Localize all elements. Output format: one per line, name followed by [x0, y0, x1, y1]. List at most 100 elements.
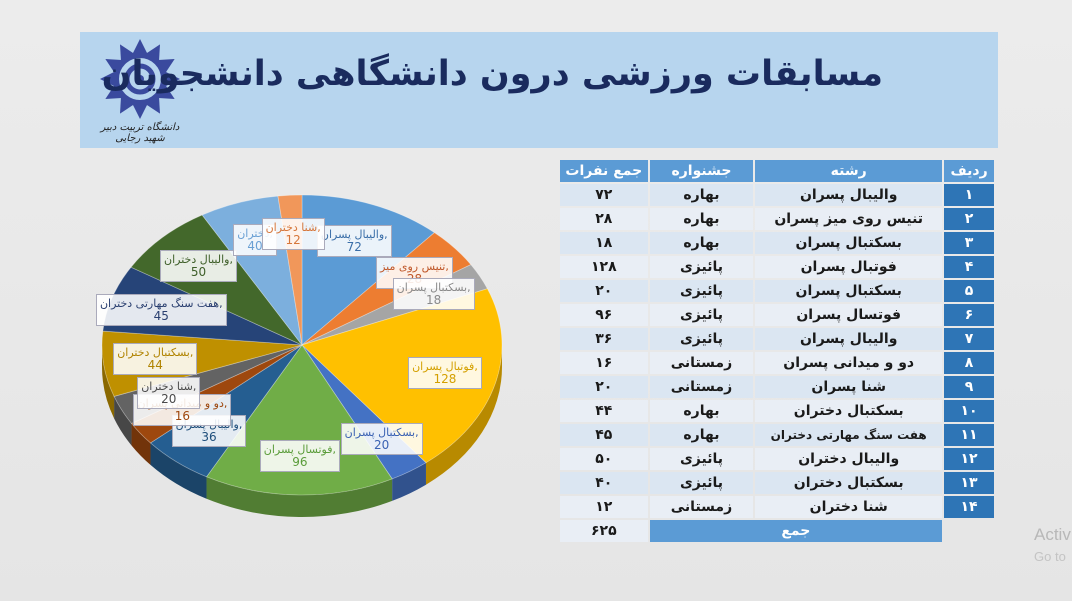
pie-slice-5 — [205, 344, 393, 496]
row-season: پائیزی — [649, 256, 754, 278]
pie-label-name: هفت سنگ مهارتی دختران, — [99, 297, 223, 311]
pie-side-9 — [102, 345, 115, 419]
row-count: ۱۲۸ — [560, 256, 648, 278]
pie-label-value: 20 — [161, 392, 177, 407]
pie-label-value: 12 — [285, 233, 301, 248]
table-row: ۷ والیبال پسران پائیزی ۳۶ — [560, 328, 994, 350]
table-row: ۱ والیبال پسران بهاره ۷۲ — [560, 184, 994, 206]
pie-label-value: 36 — [201, 430, 217, 445]
pie-label-name: والیبال دختران, — [164, 252, 233, 266]
row-idx: ۶ — [944, 304, 994, 326]
row-idx: ۹ — [944, 376, 994, 398]
pie-side-7 — [131, 423, 151, 465]
row-idx: ۱۲ — [944, 448, 994, 470]
row-count: ۲۰ — [560, 280, 648, 302]
row-count: ۴۰ — [560, 472, 648, 494]
pie-label-value: 72 — [346, 240, 362, 255]
title-banner: دانشگاه تربیت دبیر شهید رجایی مسابقات ور… — [80, 32, 998, 148]
pie-label-3: فوتبال پسران, 128 — [408, 357, 482, 390]
table-row: ۱۴ شنا دختران زمستانی ۱۲ — [560, 496, 994, 518]
table-row: ۳ بسکتبال پسران بهاره ۱۸ — [560, 232, 994, 254]
pie-label-name: بسکتبال دختران, — [117, 346, 194, 360]
pie-label-value: 16 — [174, 409, 191, 424]
pie-label-6: والیبال پسران,36 — [171, 415, 247, 448]
pie-label-name: والیبال پسران, — [320, 228, 388, 242]
pie-label-4: بسکتبال پسران, 20 — [340, 422, 423, 455]
pie-side-6 — [150, 442, 207, 499]
row-season: بهاره — [649, 184, 754, 206]
row-sport: دو و میدانی پسران — [755, 352, 943, 374]
activate-watermark: Activ — [1034, 525, 1071, 544]
row-season: زمستانی — [649, 352, 754, 374]
pie-label-value: 20 — [373, 437, 390, 452]
sum-value: ۶۲۵ — [560, 520, 648, 542]
row-sport: فوتسال پسران — [755, 304, 943, 326]
header-sport: رشته — [755, 160, 943, 182]
row-count: ۲۸ — [560, 208, 648, 230]
pie-label-value: 45 — [153, 309, 169, 324]
row-idx: ۷ — [944, 328, 994, 350]
row-count: ۴۴ — [560, 400, 648, 422]
table-row: ۴ فوتبال پسران پائیزی ۱۲۸ — [560, 256, 994, 278]
row-sport: بسکتبال پسران — [755, 280, 943, 302]
pie-label-name: شنا دختران, — [141, 380, 197, 394]
pie-label-value: 40 — [247, 238, 263, 253]
pie-label-name: بسکتبال پسران, — [396, 281, 471, 295]
pie-label-value: 128 — [433, 372, 457, 387]
table-row: ۱۱ هفت سنگ مهارتی دختران بهاره ۴۵ — [560, 424, 994, 446]
pie-label-8: شنا دختران, 20 — [137, 377, 201, 410]
row-count: ۹۶ — [560, 304, 648, 326]
table-row: ۸ دو و میدانی پسران زمستانی ۱۶ — [560, 352, 994, 374]
pie-side-8 — [114, 396, 132, 446]
row-sport: شنا دختران — [755, 496, 943, 518]
row-season: بهاره — [649, 400, 754, 422]
row-sport: بسکتبال پسران — [755, 232, 943, 254]
header-idx: ردیف — [944, 160, 994, 182]
logo-icon — [100, 39, 180, 119]
row-sport: تنیس روی میز پسران — [755, 208, 943, 230]
sum-blank — [944, 520, 994, 542]
pie-label-13: شنا دختران, 12 — [261, 218, 325, 251]
pie-label-name: شنا دختران, — [265, 221, 321, 235]
row-season: پائیزی — [649, 472, 754, 494]
row-idx: ۱۳ — [944, 472, 994, 494]
row-sport: شنا پسران — [755, 376, 943, 398]
row-count: ۱۲ — [560, 496, 648, 518]
pie-label-name: بسکتبال پسران, — [344, 425, 419, 439]
sum-label: جمع — [649, 520, 943, 542]
table-header-row: ردیف رشته جشنواره جمع نفرات — [560, 160, 994, 182]
row-season: پائیزی — [649, 328, 754, 350]
row-season: پائیزی — [649, 448, 754, 470]
row-sport: هفت سنگ مهارتی دختران — [755, 424, 943, 446]
row-count: ۴۵ — [560, 424, 648, 446]
row-season: زمستانی — [649, 376, 754, 398]
row-count: ۲۰ — [560, 376, 648, 398]
row-season: بهاره — [649, 232, 754, 254]
row-season: پائیزی — [649, 280, 754, 302]
pie-label-value: 18 — [425, 293, 442, 308]
pie-label-name: فوتسال پسران, — [263, 442, 336, 456]
row-sport: والیبال دختران — [755, 448, 943, 470]
row-sport: بسکتبال دختران — [755, 400, 943, 422]
pie-label-5: فوتسال پسران, 96 — [259, 439, 340, 472]
row-idx: ۱۰ — [944, 400, 994, 422]
row-sport: بسکتبال دختران — [755, 472, 943, 494]
header-season: جشنواره — [649, 160, 754, 182]
row-sport: فوتبال پسران — [755, 256, 943, 278]
table-row: ۱۲ والیبال دختران پائیزی ۵۰ — [560, 448, 994, 470]
pie-side-5 — [206, 476, 393, 517]
activate-watermark-sub: Go to — [1034, 549, 1066, 564]
pie-label-value: 50 — [190, 264, 207, 279]
table-sum-row: جمع ۶۲۵ — [560, 520, 994, 542]
row-idx: ۸ — [944, 352, 994, 374]
row-count: ۱۸ — [560, 232, 648, 254]
header-count: جمع نفرات — [560, 160, 648, 182]
pie-label-11: والیبال دختران, 50 — [160, 249, 237, 282]
row-season: زمستانی — [649, 496, 754, 518]
row-season: پائیزی — [649, 304, 754, 326]
row-idx: ۱۱ — [944, 424, 994, 446]
row-idx: ۵ — [944, 280, 994, 302]
pie-label-9: بسکتبال دختران, 44 — [113, 343, 198, 376]
row-idx: ۲ — [944, 208, 994, 230]
logo-caption: دانشگاه تربیت دبیر شهید رجایی — [100, 122, 180, 144]
